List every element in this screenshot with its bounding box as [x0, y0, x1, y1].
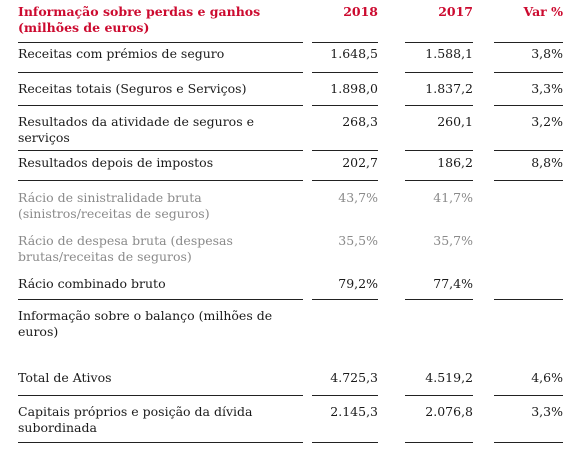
value-var: 8,8% — [531, 155, 563, 170]
value-var: 3,3% — [531, 404, 563, 419]
value-2017: 1.837,2 — [425, 81, 473, 96]
row-divider — [18, 105, 303, 106]
row-divider — [312, 299, 378, 300]
row-label: Receitas totais (Seguros e Serviços) — [18, 81, 247, 96]
value-2018: 35,5% — [338, 233, 378, 248]
section-title-balance: Informação sobre o balanço (milhões de e… — [18, 308, 273, 339]
value-2017: 77,4% — [433, 276, 473, 291]
value-2017: 2.076,8 — [425, 404, 473, 419]
row-divider — [494, 395, 563, 396]
row-label: Receitas com prémios de seguro — [18, 46, 225, 61]
value-2017: 186,2 — [437, 155, 473, 170]
row-divider — [18, 299, 303, 300]
header-divider — [312, 42, 378, 43]
col-header-2017: 2017 — [438, 4, 473, 19]
row-divider — [18, 150, 303, 151]
value-2018: 4.725,3 — [330, 370, 378, 385]
value-2018: 43,7% — [338, 190, 378, 205]
row-divider — [494, 150, 563, 151]
row-divider — [18, 442, 303, 443]
row-divider — [18, 395, 303, 396]
value-2017: 1.588,1 — [425, 46, 473, 61]
row-divider — [18, 72, 303, 73]
row-divider — [18, 180, 303, 181]
row-label: Rácio de sinistralidade bruta (sinistros… — [18, 190, 210, 221]
row-divider — [312, 442, 378, 443]
row-divider — [405, 72, 473, 73]
value-var: 3,8% — [531, 46, 563, 61]
value-2018: 2.145,3 — [330, 404, 378, 419]
row-divider — [312, 395, 378, 396]
value-2018: 202,7 — [342, 155, 378, 170]
row-divider — [494, 72, 563, 73]
value-var: 3,3% — [531, 81, 563, 96]
row-divider — [312, 72, 378, 73]
row-label: Resultados da atividade de seguros e ser… — [18, 114, 254, 145]
row-label: Capitais próprios e posição da dívida su… — [18, 404, 253, 435]
row-divider — [494, 105, 563, 106]
col-header-var: Var % — [523, 4, 563, 19]
row-divider — [312, 150, 378, 151]
row-label: Rácio de despesa bruta (despesas brutas/… — [18, 233, 233, 264]
row-divider — [494, 442, 563, 443]
row-label: Resultados depois de impostos — [18, 155, 214, 170]
header-divider — [405, 42, 473, 43]
value-2018: 1.898,0 — [330, 81, 378, 96]
row-divider — [494, 299, 563, 300]
value-2017: 35,7% — [433, 233, 473, 248]
row-divider — [405, 150, 473, 151]
col-header-2018: 2018 — [343, 4, 378, 19]
row-label: Rácio combinado bruto — [18, 276, 166, 291]
value-2017: 41,7% — [433, 190, 473, 205]
row-divider — [405, 442, 473, 443]
table-title: Informação sobre perdas e ganhos (milhõe… — [18, 4, 261, 35]
row-divider — [405, 105, 473, 106]
value-2017: 260,1 — [437, 114, 473, 129]
value-var: 3,2% — [531, 114, 563, 129]
header-divider — [494, 42, 563, 43]
value-2018: 268,3 — [342, 114, 378, 129]
row-divider — [494, 180, 563, 181]
row-divider — [312, 180, 378, 181]
row-divider — [405, 299, 473, 300]
row-divider — [405, 395, 473, 396]
row-label: Total de Ativos — [18, 370, 112, 385]
row-divider — [312, 105, 378, 106]
value-2017: 4.519,2 — [425, 370, 473, 385]
row-divider — [405, 180, 473, 181]
value-var: 4,6% — [531, 370, 563, 385]
header-divider — [18, 42, 303, 43]
value-2018: 1.648,5 — [330, 46, 378, 61]
value-2018: 79,2% — [338, 276, 378, 291]
